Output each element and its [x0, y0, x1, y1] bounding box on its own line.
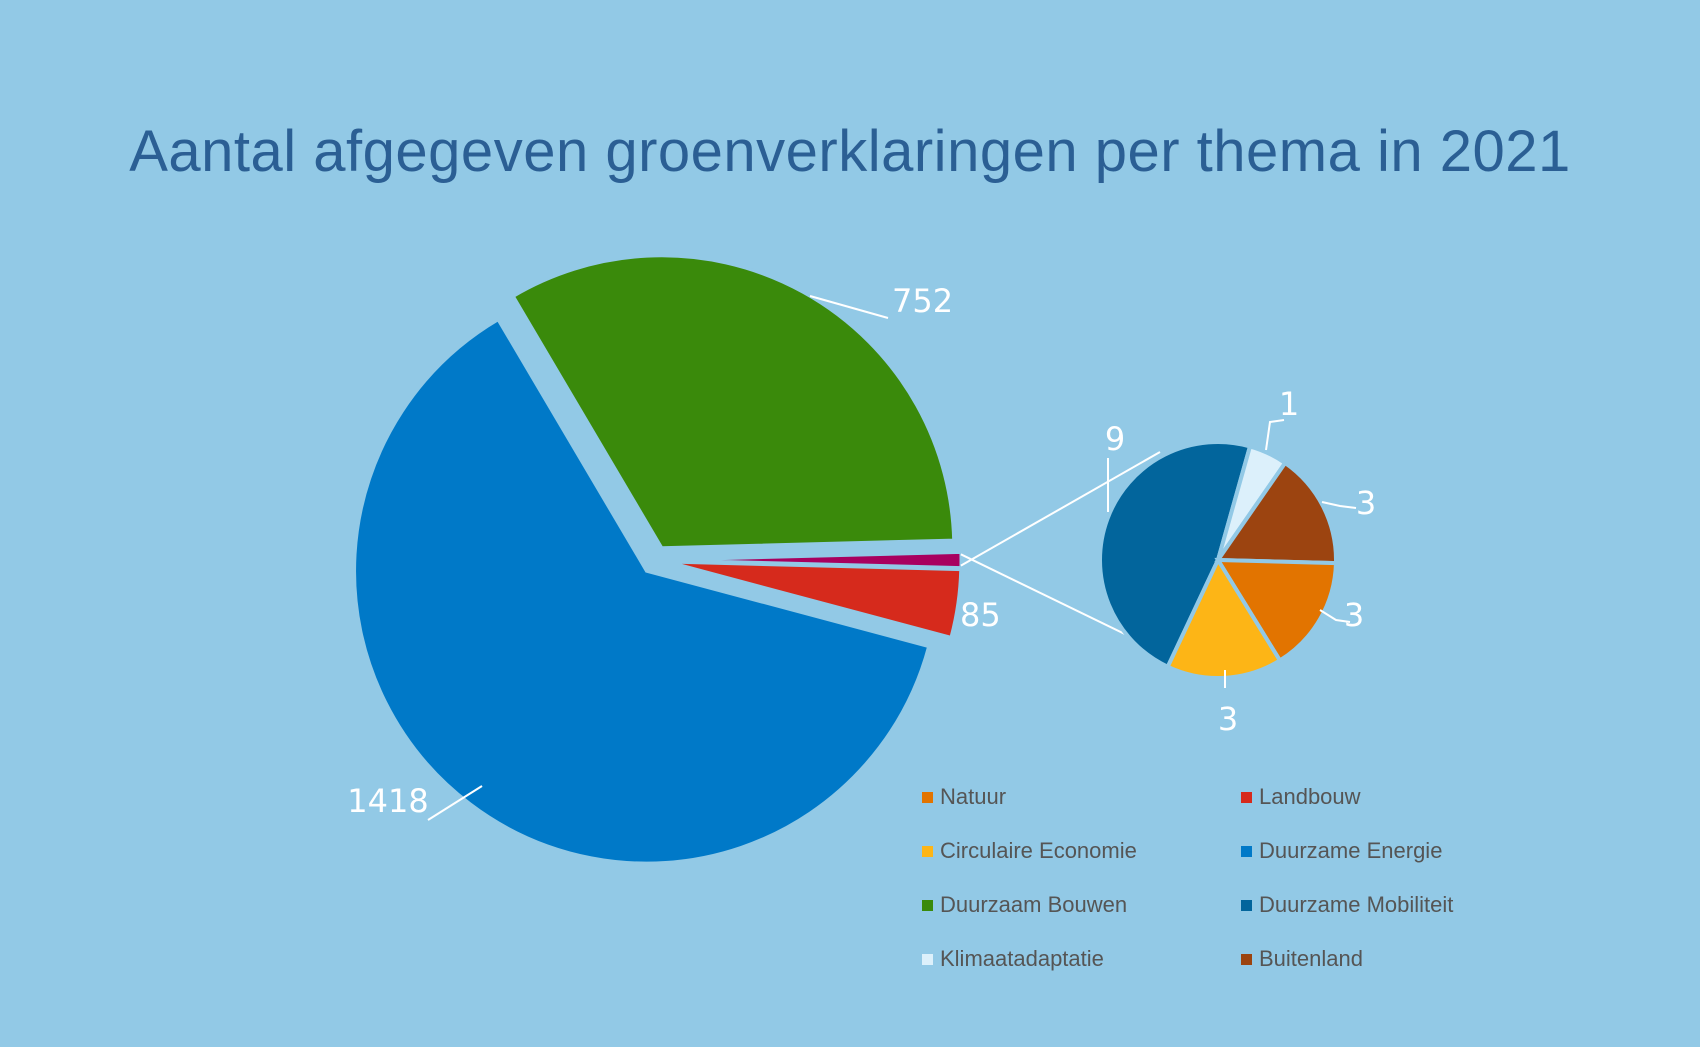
legend-label-buitenland: Buitenland: [1259, 946, 1363, 971]
legend-swatch-duurzaam-bouwen: [922, 900, 933, 911]
legend-label-circulaire-economie: Circulaire Economie: [940, 838, 1137, 863]
sub-slice-natuur: [1214, 557, 1339, 664]
sub-leader-klimaatadaptatie: [1265, 419, 1285, 451]
slice-landbouw: [668, 560, 963, 640]
leader-duurzaam-bouwen: [809, 295, 889, 319]
sub-label-natuur: 3: [1344, 596, 1364, 634]
legend-swatch-duurzame-energie: [1241, 846, 1252, 857]
legend-label-duurzame-mobiliteit: Duurzame Mobiliteit: [1259, 892, 1453, 917]
legend-swatch-buitenland: [1241, 954, 1252, 965]
sub-slice-buitenland: [1214, 460, 1338, 566]
slice-duurzaam-bouwen: [511, 254, 956, 550]
legend-label-klimaatadaptatie: Klimaatadaptatie: [940, 946, 1104, 971]
sub-label-buitenland: 3: [1356, 484, 1376, 522]
slice-overig: [668, 550, 963, 570]
legend-label-landbouw: Landbouw: [1259, 784, 1361, 809]
label-duurzaam-bouwen: 752: [892, 282, 953, 320]
label-duurzame-energie: 1418: [347, 782, 428, 820]
leader-duurzame-energie: [427, 785, 483, 821]
data-labels: 85 1418 752 9 1 3 3 3: [347, 282, 1376, 821]
legend-label-duurzaam-bouwen: Duurzaam Bouwen: [940, 892, 1127, 917]
legend-swatch-klimaatadaptatie: [922, 954, 933, 965]
legend-swatch-duurzame-mobiliteit: [1241, 900, 1252, 911]
secondary-pie: [1098, 440, 1339, 680]
chart-title: Aantal afgegeven groenverklaringen per t…: [129, 119, 1571, 184]
legend-swatch-natuur: [922, 792, 933, 803]
sub-label-circulaire-economie: 3: [1218, 700, 1238, 738]
sub-slice-duurzame-mobiliteit: [1098, 440, 1253, 670]
legend-label-duurzame-energie: Duurzame Energie: [1259, 838, 1442, 863]
sub-label-klimaatadaptatie: 1: [1279, 385, 1299, 423]
sub-leader-buitenland: [1321, 501, 1357, 509]
connector-top: [960, 451, 1161, 567]
legend: Natuur Landbouw Circulaire Economie Duurzam…: [922, 784, 1453, 971]
main-pie: [353, 254, 963, 865]
slice-duurzame-energie: [353, 317, 931, 865]
legend-swatch-circulaire-economie: [922, 846, 933, 857]
legend-label-natuur: Natuur: [940, 784, 1006, 809]
legend-swatch-landbouw: [1241, 792, 1252, 803]
label-landbouw: 85: [960, 596, 1001, 634]
sub-label-duurzame-mobiliteit: 9: [1105, 420, 1125, 458]
sub-leader-natuur: [1319, 609, 1351, 623]
